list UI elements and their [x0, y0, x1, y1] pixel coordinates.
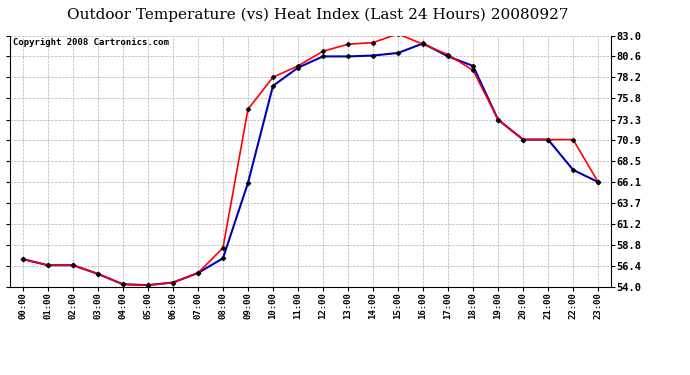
Text: Copyright 2008 Cartronics.com: Copyright 2008 Cartronics.com — [13, 38, 169, 47]
Text: Outdoor Temperature (vs) Heat Index (Last 24 Hours) 20080927: Outdoor Temperature (vs) Heat Index (Las… — [67, 8, 568, 22]
